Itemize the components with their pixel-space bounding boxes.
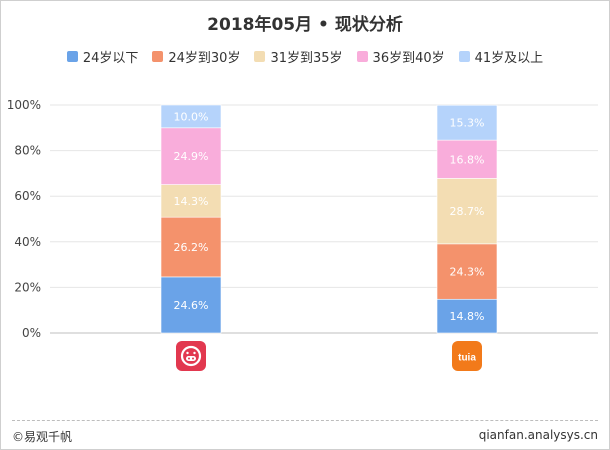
bar-segment (436, 298, 498, 334)
legend-swatch (254, 51, 266, 62)
footer-divider (12, 420, 598, 421)
chart-title: 2018年05月 • 现状分析 (207, 15, 403, 35)
data-label: 28.7% (450, 205, 485, 218)
legend-label: 36岁到40岁 (372, 51, 445, 66)
data-label: 15.3% (450, 117, 485, 130)
data-label: 24.3% (450, 266, 485, 279)
y-tick-label: 40% (14, 235, 41, 249)
data-label: 10.0% (174, 110, 209, 123)
legend-item-36-40[interactable]: 36岁到40岁 (356, 47, 445, 66)
tuia-logo-icon: tuia (458, 353, 476, 364)
y-tick-label: 100% (7, 98, 41, 112)
data-label: 26.2% (174, 241, 209, 254)
y-tick-label: 20% (14, 280, 41, 294)
data-label: 14.8% (450, 310, 485, 323)
y-tick-label: 60% (14, 189, 41, 203)
data-label: 16.8% (450, 153, 485, 166)
bar-segment (436, 178, 498, 245)
legend-label: 41岁及以上 (474, 51, 544, 66)
y-tick-label: 0% (22, 326, 41, 340)
legend-item-under-24[interactable]: 24岁以下 (66, 47, 139, 66)
legend-swatch (356, 51, 368, 62)
data-label: 14.3% (174, 195, 209, 208)
bar-segment (160, 104, 222, 129)
legend-label: 24岁以下 (82, 51, 139, 66)
legend-item-41-plus[interactable]: 41岁及以上 (458, 47, 544, 66)
app-a-icon (176, 341, 206, 371)
footer-brand: ©易观千帆 (12, 430, 73, 444)
chart-legend: 24岁以下 24岁到30岁 31岁到35岁 36岁到40岁 41岁及以上 (0, 47, 610, 66)
legend-item-24-30[interactable]: 24岁到30岁 (152, 47, 240, 66)
bar-segment (436, 104, 498, 141)
legend-swatch (458, 51, 470, 62)
data-label: 24.9% (174, 150, 209, 163)
bar-segment (160, 184, 222, 218)
legend-label: 24岁到30岁 (168, 51, 241, 66)
legend-label: 31岁到35岁 (270, 51, 343, 66)
pig-face-icon (180, 345, 202, 367)
legend-swatch (66, 51, 78, 62)
footer-url[interactable]: qianfan.analysys.cn (478, 428, 598, 442)
bar-segment (436, 139, 498, 179)
legend-item-31-35[interactable]: 31岁到35岁 (254, 47, 343, 66)
legend-swatch (152, 51, 164, 62)
bar-segment (160, 276, 222, 334)
y-tick-label: 80% (14, 144, 41, 158)
svg-text:tuia: tuia (458, 353, 476, 364)
bar-segment (160, 216, 222, 278)
data-label: 24.6% (174, 299, 209, 312)
app-b-icon: tuia (452, 341, 482, 371)
